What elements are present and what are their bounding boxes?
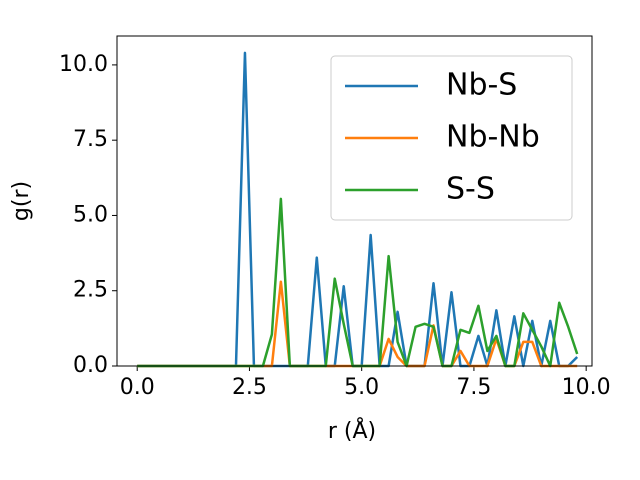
x-tick-label: 5.0 — [344, 375, 379, 400]
legend-box — [330, 55, 573, 221]
x-tick-label: 10.0 — [562, 375, 611, 400]
legend-label: Nb-Nb — [446, 120, 540, 155]
y-tick-label: 7.5 — [73, 127, 108, 152]
data-line — [137, 280, 578, 368]
x-tick-label: 7.5 — [456, 375, 491, 400]
x-tick-label: 2.5 — [232, 375, 267, 400]
y-tick-label: 2.5 — [73, 278, 108, 303]
legend-label: S-S — [446, 172, 495, 207]
y-tick-label: 0.0 — [73, 353, 108, 378]
x-axis-label: r (Å) — [328, 417, 376, 444]
x-tick-label: 0.0 — [120, 375, 155, 400]
y-axis-label: g(r) — [9, 181, 34, 221]
plot-frame — [116, 35, 593, 367]
legend-label: Nb-S — [446, 68, 517, 103]
y-tick-label: 5.0 — [73, 202, 108, 227]
data-line — [137, 197, 579, 368]
y-tick-label: 10.0 — [59, 52, 108, 77]
